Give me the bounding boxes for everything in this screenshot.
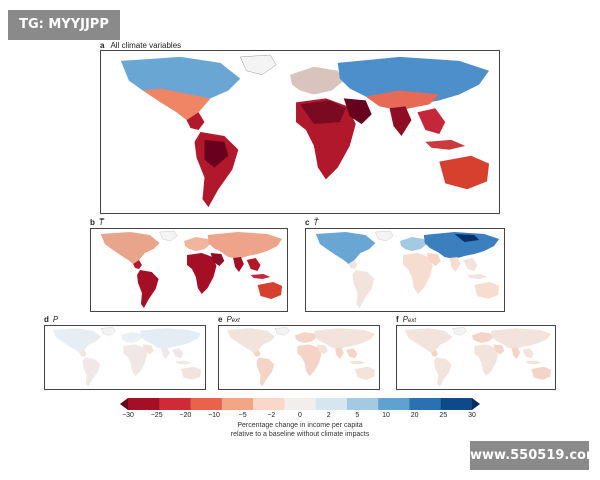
panel-a-label: a All climate variables <box>100 41 182 50</box>
colorbar-segment <box>440 398 473 410</box>
panel-b-map <box>90 228 288 312</box>
colorbar-segment <box>253 398 285 410</box>
colorbar-segment <box>159 398 192 410</box>
panel-f-label: f Pext <box>396 315 417 324</box>
panel-d-map <box>44 325 206 390</box>
colorbar-tick-label: 25 <box>439 412 448 419</box>
colorbar-tick-label: 2 <box>326 412 331 419</box>
colorbar-segment <box>409 398 442 410</box>
colorbar-tick-label: −10 <box>208 412 220 419</box>
colorbar-caption-line2: relative to a baseline without climate i… <box>230 431 370 438</box>
colorbar-segment <box>221 398 254 410</box>
watermark-bottom: www.550519.com <box>470 441 600 470</box>
panel-b-label: b T̅ <box>90 218 104 227</box>
colorbar-tick-label: −5 <box>238 412 247 419</box>
colorbar-segment <box>190 398 223 410</box>
colorbar-caption-line1: Percentage change in income per capita <box>237 422 363 429</box>
panel-c-label: c T̃ <box>305 218 319 227</box>
colorbar-tick-label: 5 <box>355 412 360 419</box>
colorbar-tick-label: −2 <box>267 412 276 419</box>
panel-f-map <box>396 325 556 390</box>
colorbar-segment <box>346 398 379 410</box>
colorbar-tick-label: 20 <box>410 412 419 419</box>
colorbar-tick-label: 0 <box>298 412 302 419</box>
panel-e-map <box>218 325 380 390</box>
colorbar-tick-label: −30 <box>122 412 134 419</box>
colorbar <box>120 398 480 410</box>
watermark-top: TG: MYYJJPP <box>8 10 120 40</box>
colorbar-segment <box>284 398 317 410</box>
colorbar-tick-label: 30 <box>468 412 476 419</box>
panel-a-map <box>100 50 500 214</box>
colorbar-tick-label: −25 <box>150 412 163 419</box>
colorbar-arrow-right <box>472 398 480 410</box>
panel-e-label: e Pext <box>218 315 240 324</box>
colorbar-arrow-left <box>120 398 128 410</box>
panel-c-map <box>305 228 505 312</box>
colorbar-tick-label: 10 <box>382 412 390 419</box>
colorbar-segment <box>315 398 348 410</box>
colorbar-segment <box>128 398 160 410</box>
colorbar-tick-label: −20 <box>179 412 192 419</box>
colorbar-segment <box>378 398 410 410</box>
